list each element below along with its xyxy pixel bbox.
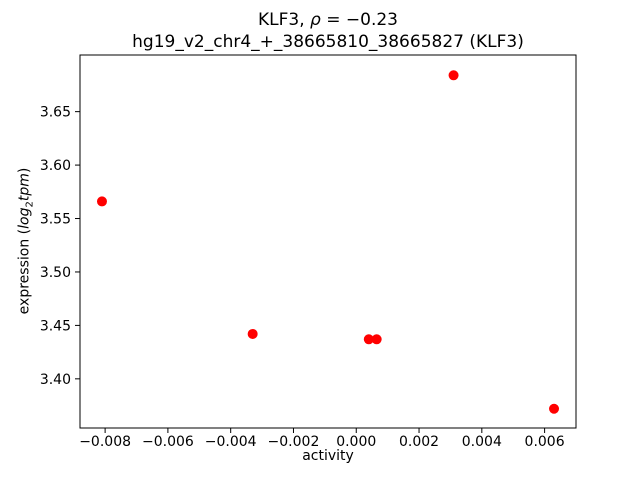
scatter-point — [448, 70, 459, 81]
ylabel-prefix: expression ( — [16, 228, 33, 315]
title-rho-symbol: ρ — [310, 10, 321, 30]
x-tick-label: 0.006 — [525, 434, 565, 450]
axes-spines — [79, 54, 577, 429]
scatter-point — [549, 403, 560, 414]
y-tick-label: 3.65 — [40, 105, 71, 121]
scatter-point — [96, 196, 107, 207]
y-tick-label: 3.55 — [40, 212, 71, 228]
x-tick-label: 0.004 — [462, 434, 502, 450]
y-tick-label: 3.50 — [40, 265, 71, 281]
title-gene-text: KLF3, — [258, 10, 311, 30]
scatter-point — [363, 334, 374, 345]
y-axis-label: expression (log2tpm) — [17, 168, 36, 315]
y-tick-label: 3.40 — [40, 372, 71, 388]
ylabel-variable: tpm — [16, 173, 33, 202]
y-tick-label: 3.60 — [40, 158, 71, 174]
scatter-point — [371, 334, 382, 345]
ylabel-log: log — [16, 207, 33, 229]
x-tick-label: −0.006 — [142, 434, 194, 450]
title-correlation-value: = −0.23 — [320, 10, 398, 30]
plot-title-line2: hg19_v2_chr4_+_38665810_38665827 (KLF3) — [132, 31, 524, 52]
ylabel-log-subscript: 2 — [24, 201, 36, 208]
ylabel-suffix: ) — [16, 167, 33, 174]
x-tick-label: −0.002 — [268, 434, 320, 450]
x-tick-label: 0.002 — [399, 434, 439, 450]
plot-title-line1: KLF3, ρ = −0.23 — [80, 10, 576, 32]
x-tick-label: 0.000 — [336, 434, 376, 450]
x-tick-label: −0.004 — [205, 434, 257, 450]
plot-title: KLF3, ρ = −0.23 hg19_v2_chr4_+_38665810_… — [80, 10, 576, 53]
scatter-point — [247, 328, 258, 339]
y-tick-label: 3.45 — [40, 318, 71, 334]
x-tick-label: −0.008 — [79, 434, 131, 450]
x-axis-label: activity — [302, 448, 354, 464]
